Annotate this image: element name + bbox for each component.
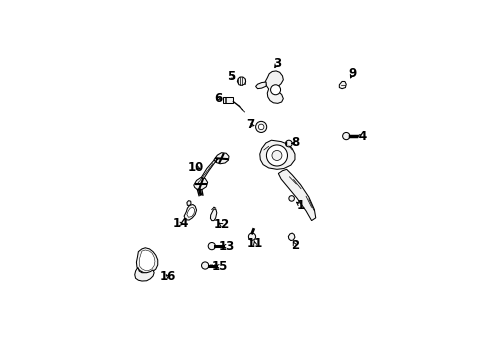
Text: 2: 2 — [290, 239, 299, 252]
Polygon shape — [278, 169, 315, 221]
Polygon shape — [136, 248, 158, 273]
Circle shape — [288, 196, 294, 201]
Circle shape — [201, 262, 208, 269]
Polygon shape — [195, 159, 217, 187]
Text: 13: 13 — [219, 240, 235, 253]
Circle shape — [270, 85, 280, 95]
Circle shape — [255, 121, 266, 132]
Polygon shape — [259, 140, 294, 169]
Text: 4: 4 — [358, 130, 366, 143]
Circle shape — [271, 150, 282, 161]
Text: 6: 6 — [214, 92, 223, 105]
Polygon shape — [339, 81, 346, 89]
Circle shape — [258, 124, 264, 130]
Polygon shape — [288, 233, 294, 240]
Polygon shape — [186, 201, 191, 205]
Circle shape — [248, 233, 255, 240]
Polygon shape — [214, 153, 228, 164]
Polygon shape — [210, 209, 216, 221]
Text: 8: 8 — [290, 136, 299, 149]
Text: 3: 3 — [272, 58, 281, 71]
Text: 16: 16 — [160, 270, 176, 283]
Text: 9: 9 — [348, 67, 356, 80]
Circle shape — [266, 145, 287, 166]
Bar — [223, 97, 233, 103]
Text: 11: 11 — [246, 237, 263, 250]
Text: 12: 12 — [213, 218, 229, 231]
Circle shape — [208, 243, 215, 250]
Polygon shape — [255, 82, 265, 89]
Polygon shape — [183, 204, 196, 220]
Text: 1: 1 — [296, 199, 304, 212]
Polygon shape — [135, 268, 154, 281]
Text: 10: 10 — [187, 161, 203, 174]
Text: 7: 7 — [246, 118, 254, 131]
Circle shape — [285, 140, 292, 147]
Polygon shape — [186, 207, 194, 217]
Polygon shape — [264, 71, 283, 103]
Polygon shape — [139, 250, 155, 270]
Text: 15: 15 — [211, 260, 228, 273]
Polygon shape — [193, 177, 207, 190]
Text: 14: 14 — [172, 217, 188, 230]
Polygon shape — [237, 77, 245, 85]
Circle shape — [342, 132, 349, 140]
Text: 5: 5 — [226, 70, 235, 83]
